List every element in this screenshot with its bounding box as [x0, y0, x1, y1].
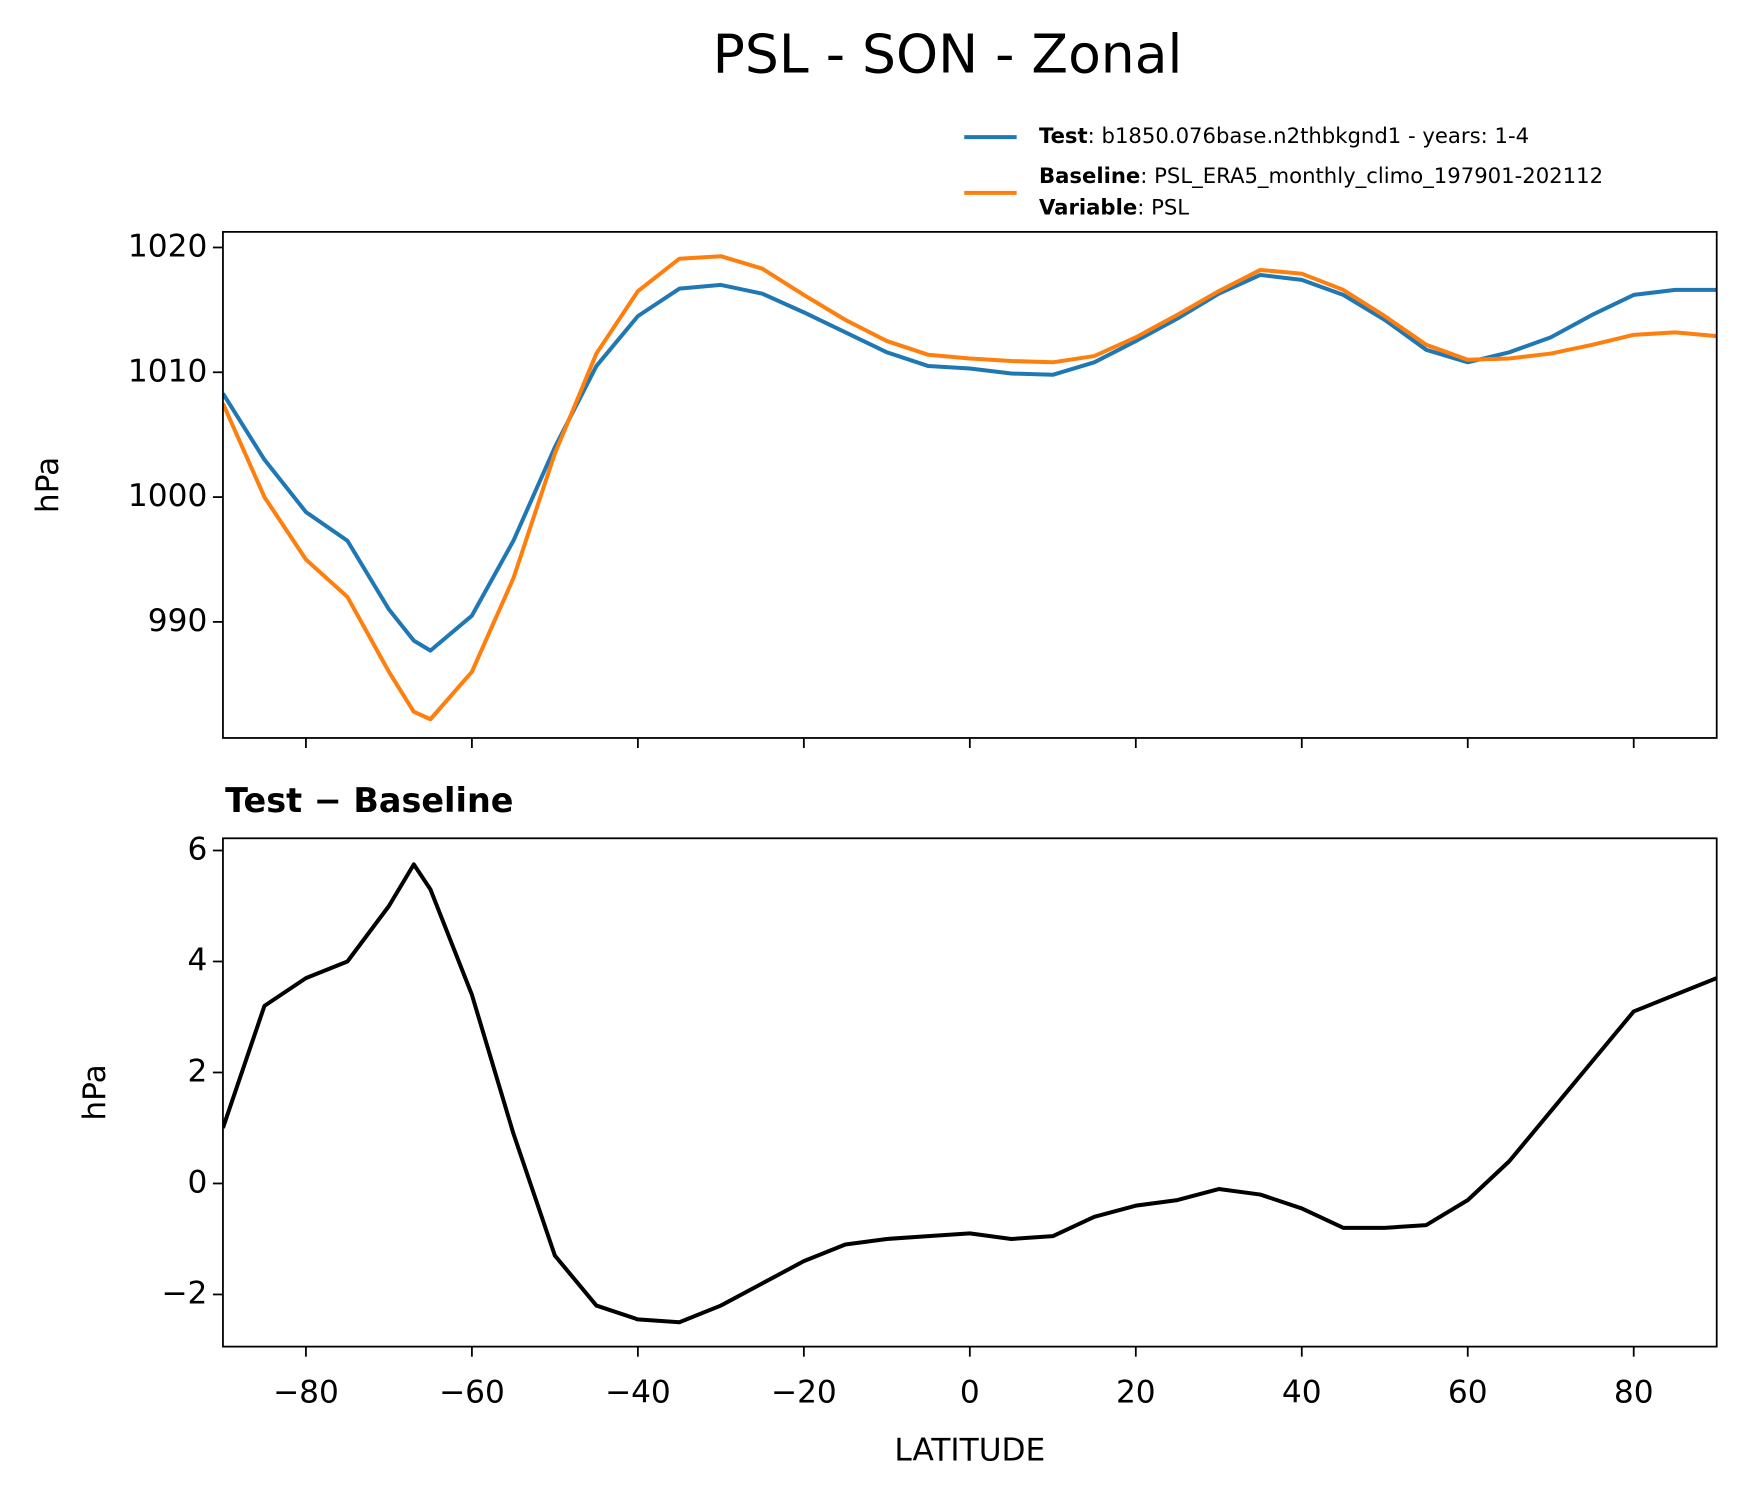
y-tick-label: 990 [148, 603, 208, 639]
legend-name: Baseline [1039, 163, 1140, 188]
legend-label: Baseline: PSL_ERA5_monthly_climo_197901-… [1039, 163, 1603, 189]
legend-description: : PSL [1137, 194, 1189, 219]
axes-title: Test − Baseline [225, 781, 513, 820]
axes-frame [222, 230, 1718, 739]
y-tick-label: 2 [187, 1053, 207, 1089]
series-line [222, 272, 1717, 653]
x-tick-label: −20 [771, 1374, 837, 1410]
axes-frame [222, 837, 1718, 1348]
x-tick-label: 80 [1614, 1374, 1654, 1410]
y-tick-label: −2 [161, 1275, 207, 1311]
series-line [222, 862, 1717, 1325]
figure-title: PSL - SON - Zonal [713, 23, 1183, 86]
legend-label: Variable: PSL [1039, 194, 1189, 219]
x-tick-label: 40 [1282, 1374, 1322, 1410]
x-tick-label: 0 [960, 1374, 980, 1410]
legend-name: Test [1039, 123, 1088, 148]
y-tick-label: 1010 [128, 353, 207, 389]
x-axis-label: LATITUDE [894, 1432, 1045, 1468]
x-tick-label: 60 [1448, 1374, 1488, 1410]
y-tick-label: 6 [187, 832, 207, 868]
legend-name: Variable [1039, 194, 1137, 219]
y-tick-label: 1000 [128, 478, 207, 514]
series-line [222, 254, 1717, 722]
legend-description: : b1850.076base.n2thbkgnd1 - years: 1-4 [1088, 123, 1529, 148]
x-tick-label: −80 [273, 1374, 339, 1410]
y-tick-label: 0 [187, 1164, 207, 1200]
legend-description: : PSL_ERA5_monthly_climo_197901-202112 [1140, 163, 1603, 189]
y-tick-label: 4 [187, 942, 207, 978]
x-tick-label: −60 [439, 1374, 505, 1410]
x-tick-label: 20 [1116, 1374, 1156, 1410]
y-axis-label: hPa [77, 1064, 113, 1120]
y-axis-label: hPa [30, 457, 66, 513]
legend-label: Test: b1850.076base.n2thbkgnd1 - years: … [1039, 123, 1529, 148]
y-tick-label: 1020 [128, 228, 207, 264]
x-tick-label: −40 [605, 1374, 671, 1410]
